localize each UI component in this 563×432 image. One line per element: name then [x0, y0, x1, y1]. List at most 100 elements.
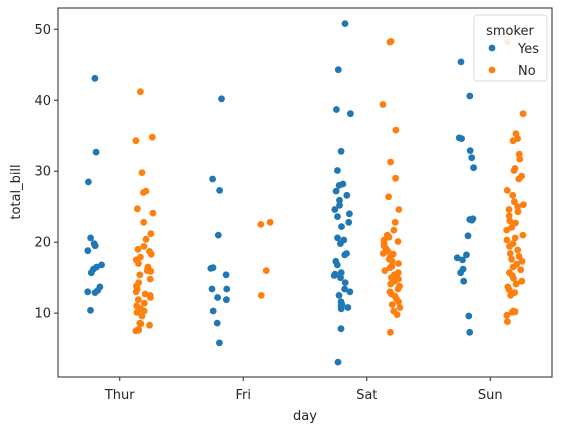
data-point-no: [147, 267, 155, 275]
data-point-yes: [216, 187, 224, 194]
data-point-no: [512, 280, 520, 288]
data-point-no: [517, 266, 525, 274]
legend-box: [473, 14, 548, 82]
data-point-no: [379, 101, 387, 108]
data-point-no: [146, 321, 153, 329]
data-point-no: [135, 260, 142, 267]
data-point-no: [132, 288, 140, 296]
data-point-no: [140, 299, 148, 307]
data-point-yes: [87, 234, 94, 242]
data-point-yes: [337, 305, 345, 313]
data-point-no: [133, 309, 141, 316]
data-point-no: [396, 304, 404, 311]
data-point-no: [503, 187, 511, 194]
data-point-no: [518, 257, 526, 265]
legend-title: smoker: [486, 24, 534, 39]
data-point-yes: [343, 191, 351, 199]
data-point-no: [503, 236, 511, 244]
data-point-yes: [209, 175, 217, 183]
data-point-no: [388, 257, 396, 265]
data-point-no: [148, 133, 156, 141]
data-point-yes: [207, 265, 215, 272]
data-point-no: [386, 264, 394, 272]
data-point-no: [505, 286, 513, 294]
data-point-yes: [459, 256, 466, 264]
data-point-no: [508, 223, 516, 231]
data-point-no: [509, 191, 517, 199]
x-tick-label: Thur: [104, 388, 135, 403]
legend-marker-yes: [488, 44, 496, 52]
data-point-no: [506, 217, 514, 225]
data-point-yes: [92, 148, 100, 156]
legend: smoker Yes No: [473, 14, 548, 82]
data-point-no: [387, 328, 394, 336]
data-point-no: [147, 230, 155, 238]
legend-marker-no: [488, 66, 496, 74]
data-point-no: [386, 38, 394, 46]
y-tick-label: 40: [34, 94, 51, 109]
data-point-no: [137, 88, 144, 96]
data-point-no: [395, 260, 402, 267]
data-point-yes: [346, 210, 353, 218]
data-point-yes: [347, 110, 354, 118]
data-point-no: [391, 218, 399, 226]
data-point-no: [506, 243, 513, 250]
data-point-no: [392, 174, 399, 182]
data-point-yes: [336, 196, 343, 204]
data-point-no: [518, 277, 526, 285]
data-point-no: [392, 126, 400, 134]
data-point-yes: [213, 319, 221, 327]
data-point-yes: [87, 306, 94, 314]
data-point-yes: [91, 74, 99, 82]
legend-label-yes: Yes: [517, 42, 539, 57]
data-point-no: [394, 238, 402, 245]
data-point-yes: [470, 164, 477, 172]
data-point-no: [257, 292, 265, 299]
data-point-no: [393, 311, 401, 318]
data-point-yes: [457, 269, 464, 277]
data-point-no: [520, 201, 527, 209]
data-point-yes: [223, 296, 230, 304]
data-point-no: [503, 226, 511, 234]
y-tick-label: 10: [34, 307, 51, 322]
data-point-no: [134, 245, 142, 253]
data-point-no: [385, 193, 392, 201]
data-point-yes: [466, 328, 474, 336]
data-point-yes: [460, 277, 468, 285]
data-point-no: [511, 234, 519, 242]
data-point-yes: [466, 216, 474, 223]
y-tick-label: 30: [34, 165, 51, 180]
data-point-no: [511, 198, 518, 206]
x-axis-label: day: [293, 409, 317, 424]
data-point-no: [508, 255, 515, 263]
data-point-no: [514, 208, 522, 216]
data-point-no: [147, 294, 154, 301]
x-axis-ticks: Thur Fri Sat Sun: [104, 377, 503, 403]
data-point-yes: [334, 167, 341, 174]
legend-label-no: No: [518, 64, 536, 79]
data-point-no: [134, 205, 141, 213]
data-point-no: [394, 285, 402, 293]
data-point-no: [388, 301, 396, 308]
data-point-no: [395, 298, 402, 306]
data-point-no: [132, 137, 140, 145]
data-point-no: [519, 231, 527, 239]
data-point-yes: [222, 271, 230, 279]
data-point-yes: [346, 288, 354, 296]
data-point-yes: [336, 201, 343, 209]
data-point-no: [266, 218, 274, 226]
data-point-yes: [463, 251, 470, 259]
data-point-no: [379, 250, 387, 257]
data-point-yes: [334, 234, 341, 242]
data-point-yes: [341, 20, 349, 27]
data-point-no: [503, 311, 511, 319]
data-point-yes: [466, 92, 474, 100]
data-point-yes: [466, 147, 474, 155]
data-point-no: [138, 312, 146, 320]
y-tick-label: 50: [34, 23, 51, 38]
data-point-yes: [337, 240, 344, 248]
x-tick-label: Sat: [356, 388, 377, 403]
data-point-yes: [464, 232, 472, 240]
data-point-yes: [335, 182, 343, 189]
